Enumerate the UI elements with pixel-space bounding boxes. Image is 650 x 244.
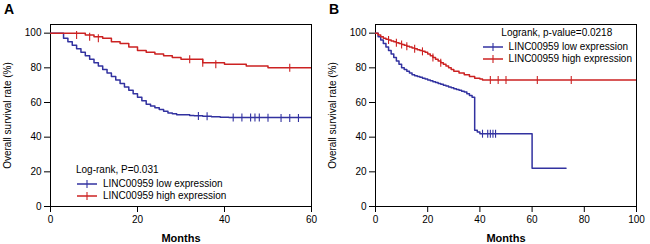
svg-text:0: 0 xyxy=(373,214,379,225)
svg-text:40: 40 xyxy=(219,214,231,225)
svg-text:60: 60 xyxy=(355,97,367,108)
svg-text:60: 60 xyxy=(527,214,539,225)
svg-text:Overall survival rate (%): Overall survival rate (%) xyxy=(2,62,13,169)
svg-text:60: 60 xyxy=(306,214,318,225)
html-text:Log-rank, P=0.031: Log-rank, P=0.031 xyxy=(76,164,159,175)
svg-text:20: 20 xyxy=(132,214,144,225)
svg-text:20: 20 xyxy=(355,166,367,177)
html-text:LINC00959 high expression: LINC00959 high expression xyxy=(508,53,632,64)
svg-text:20: 20 xyxy=(422,214,434,225)
svg-text:Overall survival rate (%): Overall survival rate (%) xyxy=(327,62,338,169)
svg-text:80: 80 xyxy=(579,214,591,225)
svg-text:100: 100 xyxy=(25,27,42,38)
svg-text:100: 100 xyxy=(350,27,367,38)
html-text:LINC00959 low expression: LINC00959 low expression xyxy=(103,178,223,189)
svg-text:Months: Months xyxy=(161,232,200,244)
svg-text:80: 80 xyxy=(355,62,367,73)
svg-text:Months: Months xyxy=(486,232,525,244)
html-text:Logrank, p-value=0.0218: Logrank, p-value=0.0218 xyxy=(501,27,613,38)
svg-text:0: 0 xyxy=(361,201,367,212)
svg-text:80: 80 xyxy=(30,62,42,73)
html-text:A: A xyxy=(4,1,15,17)
svg-text:100: 100 xyxy=(628,214,645,225)
svg-text:0: 0 xyxy=(36,201,42,212)
svg-text:60: 60 xyxy=(30,97,42,108)
svg-text:40: 40 xyxy=(474,214,486,225)
html-text:B: B xyxy=(329,1,340,17)
svg-text:40: 40 xyxy=(30,131,42,142)
html-text:LINC00959 low expression: LINC00959 low expression xyxy=(508,41,629,52)
svg-text:40: 40 xyxy=(355,131,367,142)
svg-text:0: 0 xyxy=(48,214,54,225)
html-text:LINC00959 high expression: LINC00959 high expression xyxy=(103,190,227,201)
svg-text:20: 20 xyxy=(30,166,42,177)
